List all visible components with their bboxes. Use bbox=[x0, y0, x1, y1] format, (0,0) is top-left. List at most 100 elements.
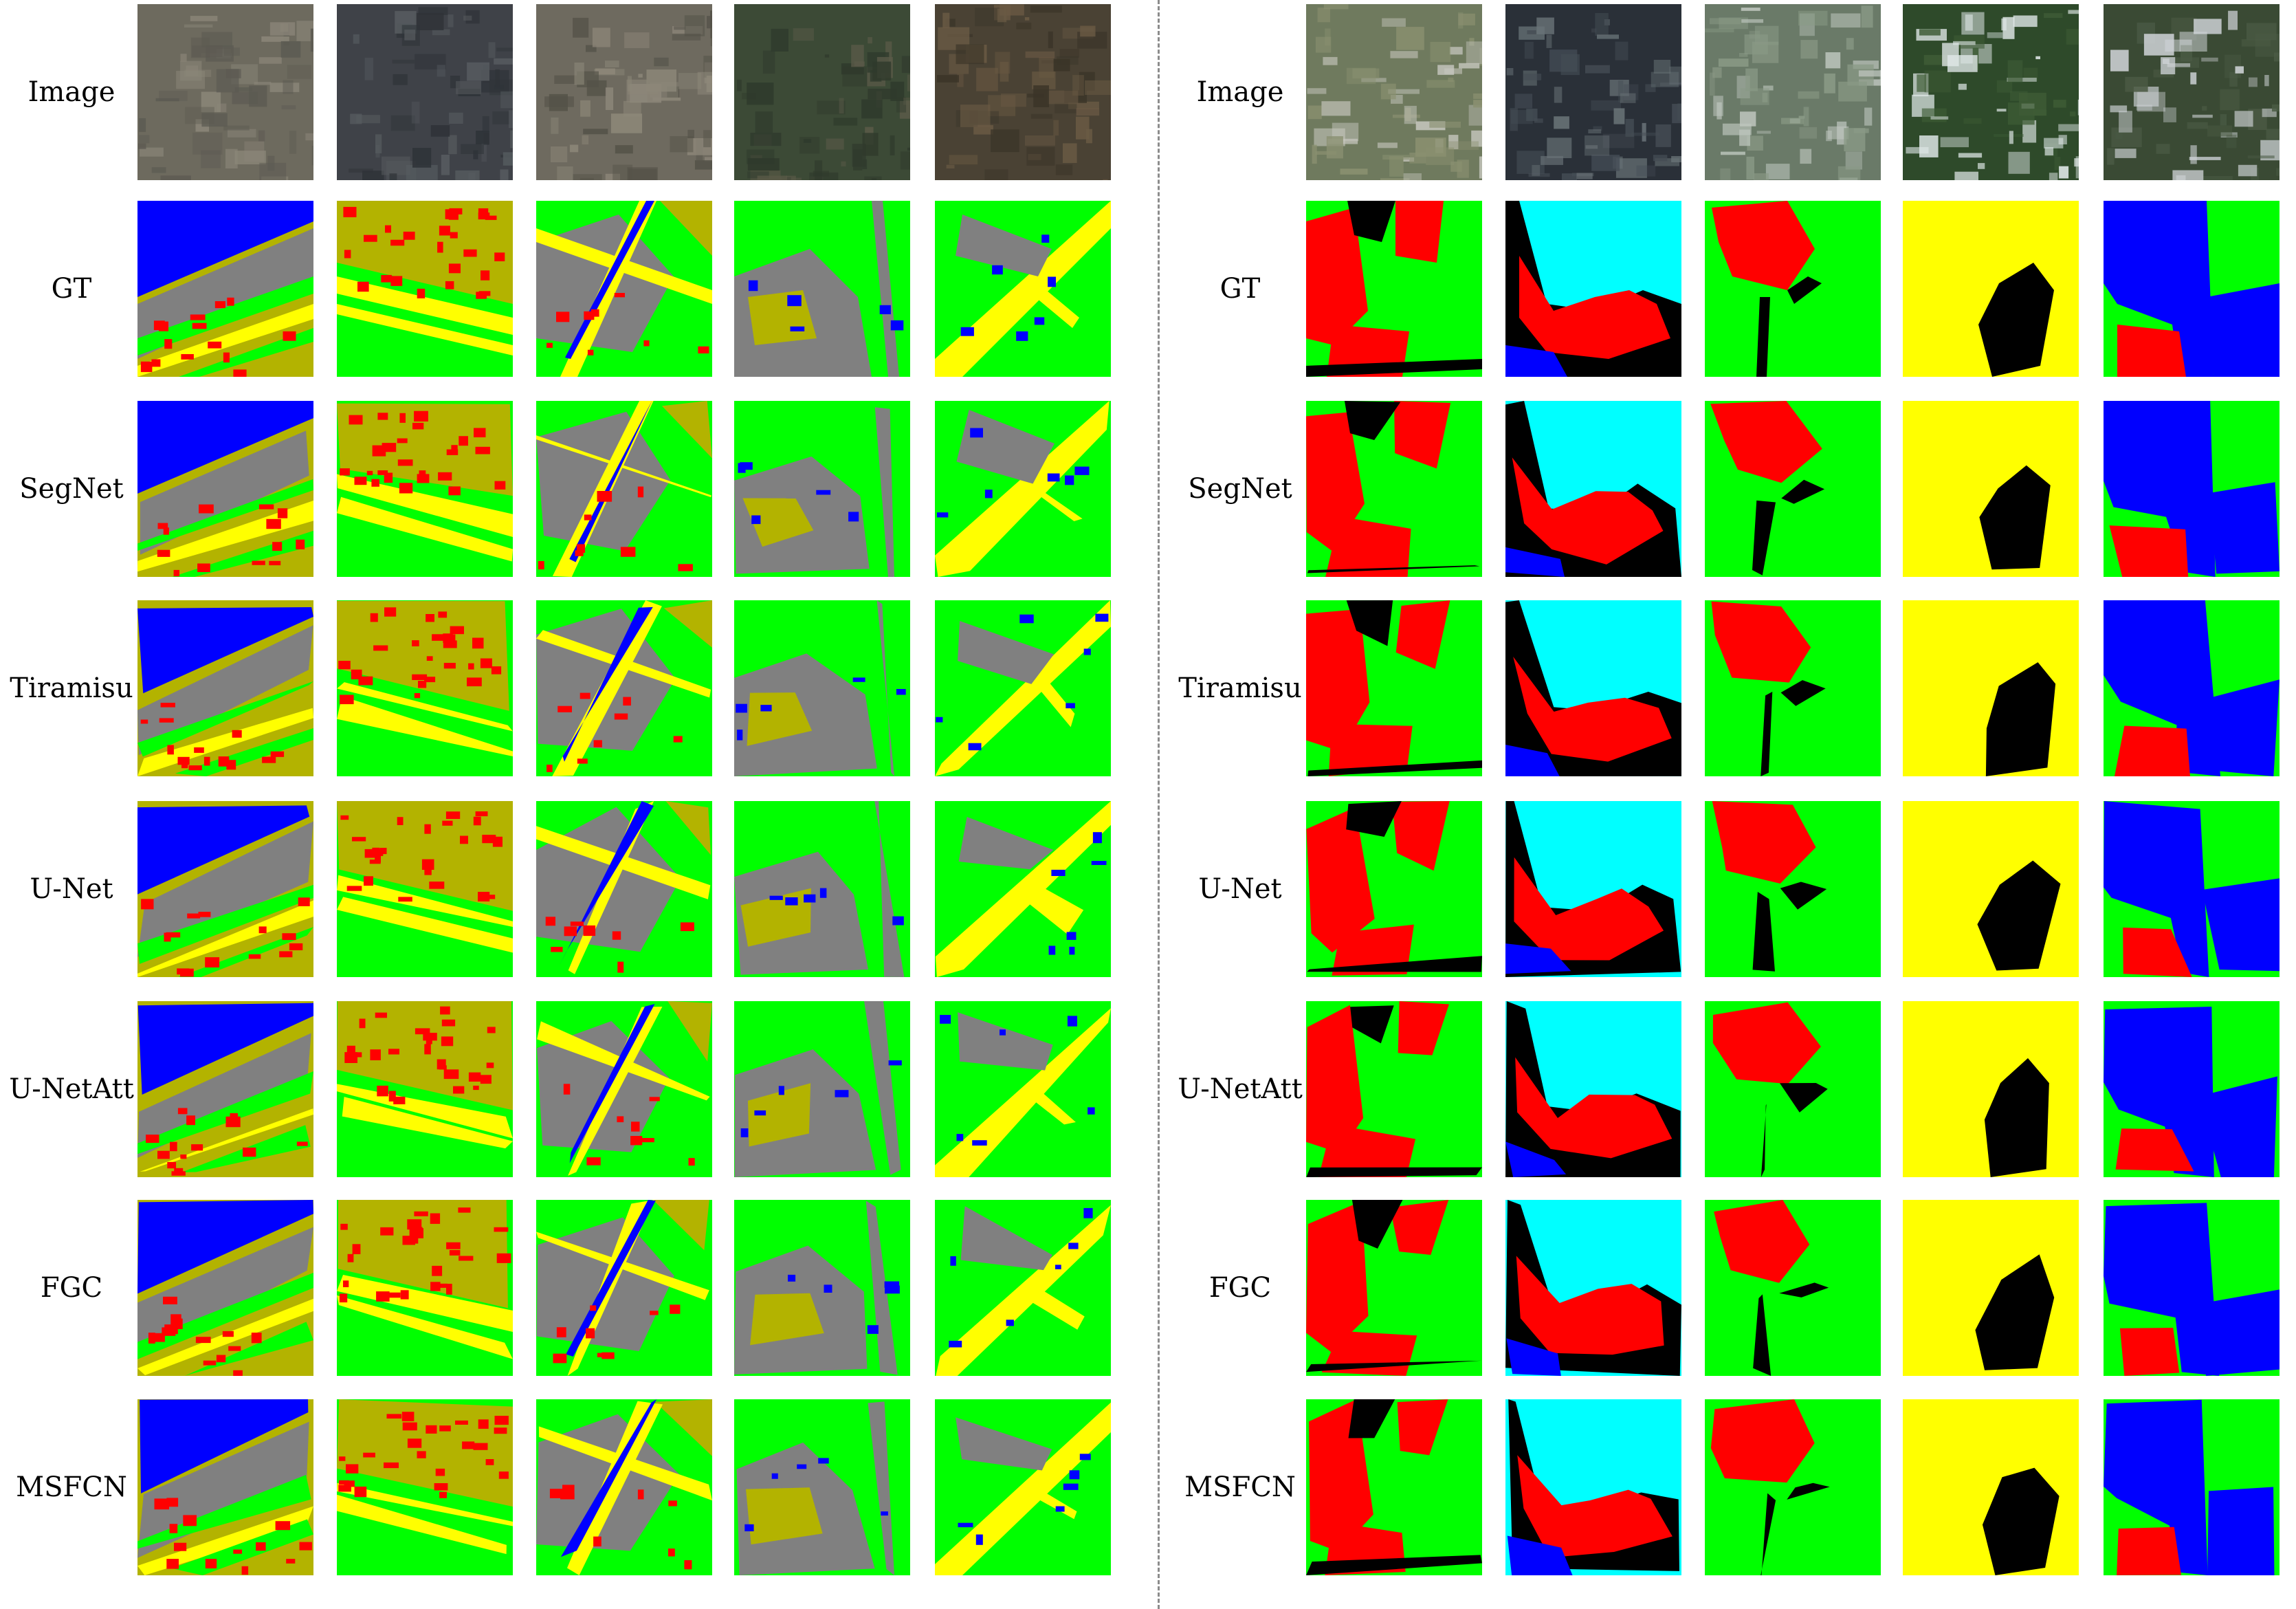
fgc-tile-4 bbox=[1903, 1200, 2079, 1376]
segmentation-map bbox=[734, 201, 910, 377]
tiramisu-tile-3 bbox=[536, 600, 712, 776]
segmentation-map bbox=[1505, 401, 1681, 577]
segnet-tile-1 bbox=[1306, 401, 1482, 577]
segmentation-map bbox=[935, 1001, 1111, 1177]
tiramisu-tile-1 bbox=[1306, 600, 1482, 776]
u-net-tile-1 bbox=[1306, 801, 1482, 977]
u-net-tile-4 bbox=[734, 801, 910, 977]
tiramisu-tile-2 bbox=[337, 600, 513, 776]
tiramisu-tile-1 bbox=[137, 600, 313, 776]
segmentation-map bbox=[1903, 201, 2079, 377]
u-net-tile-3 bbox=[536, 801, 712, 977]
row-label-segnet: SegNet bbox=[19, 473, 124, 505]
row-label-tiramisu: Tiramisu bbox=[1178, 672, 1302, 704]
msfcn-tile-1 bbox=[137, 1399, 313, 1575]
segnet-tile-2 bbox=[1505, 401, 1681, 577]
gt-tile-3 bbox=[1705, 201, 1881, 377]
aerial-image bbox=[935, 4, 1111, 180]
segmentation-map bbox=[137, 600, 313, 776]
segnet-tile-3 bbox=[536, 401, 712, 577]
image-tile-1 bbox=[137, 4, 313, 180]
row-label-fgc: FGC bbox=[1208, 1272, 1272, 1304]
fgc-tile-2 bbox=[1505, 1200, 1681, 1376]
segmentation-map bbox=[536, 600, 712, 776]
image-tile-3 bbox=[1705, 4, 1881, 180]
segmentation-map bbox=[734, 801, 910, 977]
segmentation-map bbox=[536, 1399, 712, 1575]
image-tile-5 bbox=[2104, 4, 2280, 180]
segmentation-map bbox=[137, 1001, 313, 1177]
segmentation-map bbox=[536, 1200, 712, 1376]
segmentation-map bbox=[1705, 1200, 1881, 1376]
tiramisu-tile-2 bbox=[1505, 600, 1681, 776]
msfcn-tile-3 bbox=[1705, 1399, 1881, 1575]
fgc-tile-5 bbox=[935, 1200, 1111, 1376]
segmentation-map bbox=[536, 801, 712, 977]
fgc-tile-1 bbox=[1306, 1200, 1482, 1376]
segmentation-map bbox=[2104, 401, 2280, 577]
segmentation-map bbox=[734, 1399, 910, 1575]
u-netatt-tile-5 bbox=[2104, 1001, 2280, 1177]
u-net-tile-3 bbox=[1705, 801, 1881, 977]
segmentation-map bbox=[1505, 201, 1681, 377]
row-label-u-netatt: U-NetAtt bbox=[9, 1073, 134, 1105]
u-net-tile-5 bbox=[2104, 801, 2280, 977]
segmentation-map bbox=[1306, 201, 1482, 377]
row-label-segnet: SegNet bbox=[1188, 473, 1292, 505]
segnet-tile-5 bbox=[935, 401, 1111, 577]
image-tile-1 bbox=[1306, 4, 1482, 180]
segmentation-map bbox=[337, 401, 513, 577]
segmentation-map bbox=[935, 401, 1111, 577]
fgc-tile-3 bbox=[1705, 1200, 1881, 1376]
segmentation-map bbox=[1306, 401, 1482, 577]
u-netatt-tile-3 bbox=[536, 1001, 712, 1177]
segnet-tile-1 bbox=[137, 401, 313, 577]
segmentation-map bbox=[935, 1399, 1111, 1575]
u-netatt-tile-2 bbox=[1505, 1001, 1681, 1177]
segnet-tile-2 bbox=[337, 401, 513, 577]
u-netatt-tile-4 bbox=[1903, 1001, 2079, 1177]
tiramisu-tile-3 bbox=[1705, 600, 1881, 776]
u-net-tile-2 bbox=[337, 801, 513, 977]
row-label-gt: GT bbox=[1219, 273, 1261, 305]
segmentation-map bbox=[1705, 801, 1881, 977]
u-net-tile-1 bbox=[137, 801, 313, 977]
segmentation-map bbox=[137, 201, 313, 377]
segmentation-map bbox=[1903, 600, 2079, 776]
aerial-image bbox=[2104, 4, 2280, 180]
row-label-gt: GT bbox=[51, 273, 92, 305]
u-netatt-tile-3 bbox=[1705, 1001, 1881, 1177]
segmentation-map bbox=[1306, 600, 1482, 776]
segmentation-map bbox=[734, 1200, 910, 1376]
fgc-tile-3 bbox=[536, 1200, 712, 1376]
segmentation-map bbox=[1705, 1399, 1881, 1575]
msfcn-tile-4 bbox=[734, 1399, 910, 1575]
row-label-fgc: FGC bbox=[40, 1272, 103, 1304]
gt-tile-5 bbox=[2104, 201, 2280, 377]
gt-tile-4 bbox=[1903, 201, 2079, 377]
segmentation-map bbox=[1903, 401, 2079, 577]
segmentation-map bbox=[1306, 1200, 1482, 1376]
segmentation-map bbox=[1705, 1001, 1881, 1177]
segmentation-map bbox=[1705, 201, 1881, 377]
segmentation-map bbox=[137, 401, 313, 577]
segmentation-map bbox=[137, 801, 313, 977]
fgc-tile-1 bbox=[137, 1200, 313, 1376]
segmentation-map bbox=[1903, 1001, 2079, 1177]
msfcn-tile-1 bbox=[1306, 1399, 1482, 1575]
segmentation-map bbox=[1306, 1399, 1482, 1575]
u-net-tile-2 bbox=[1505, 801, 1681, 977]
segmentation-map bbox=[137, 1399, 313, 1575]
segmentation-map bbox=[337, 1001, 513, 1177]
gt-tile-5 bbox=[935, 201, 1111, 377]
fgc-tile-5 bbox=[2104, 1200, 2280, 1376]
aerial-image bbox=[536, 4, 712, 180]
segmentation-map bbox=[2104, 1399, 2280, 1575]
segmentation-map bbox=[1505, 801, 1681, 977]
segmentation-map bbox=[1505, 1001, 1681, 1177]
segmentation-map bbox=[1505, 600, 1681, 776]
u-netatt-tile-4 bbox=[734, 1001, 910, 1177]
segnet-tile-3 bbox=[1705, 401, 1881, 577]
gt-tile-1 bbox=[1306, 201, 1482, 377]
